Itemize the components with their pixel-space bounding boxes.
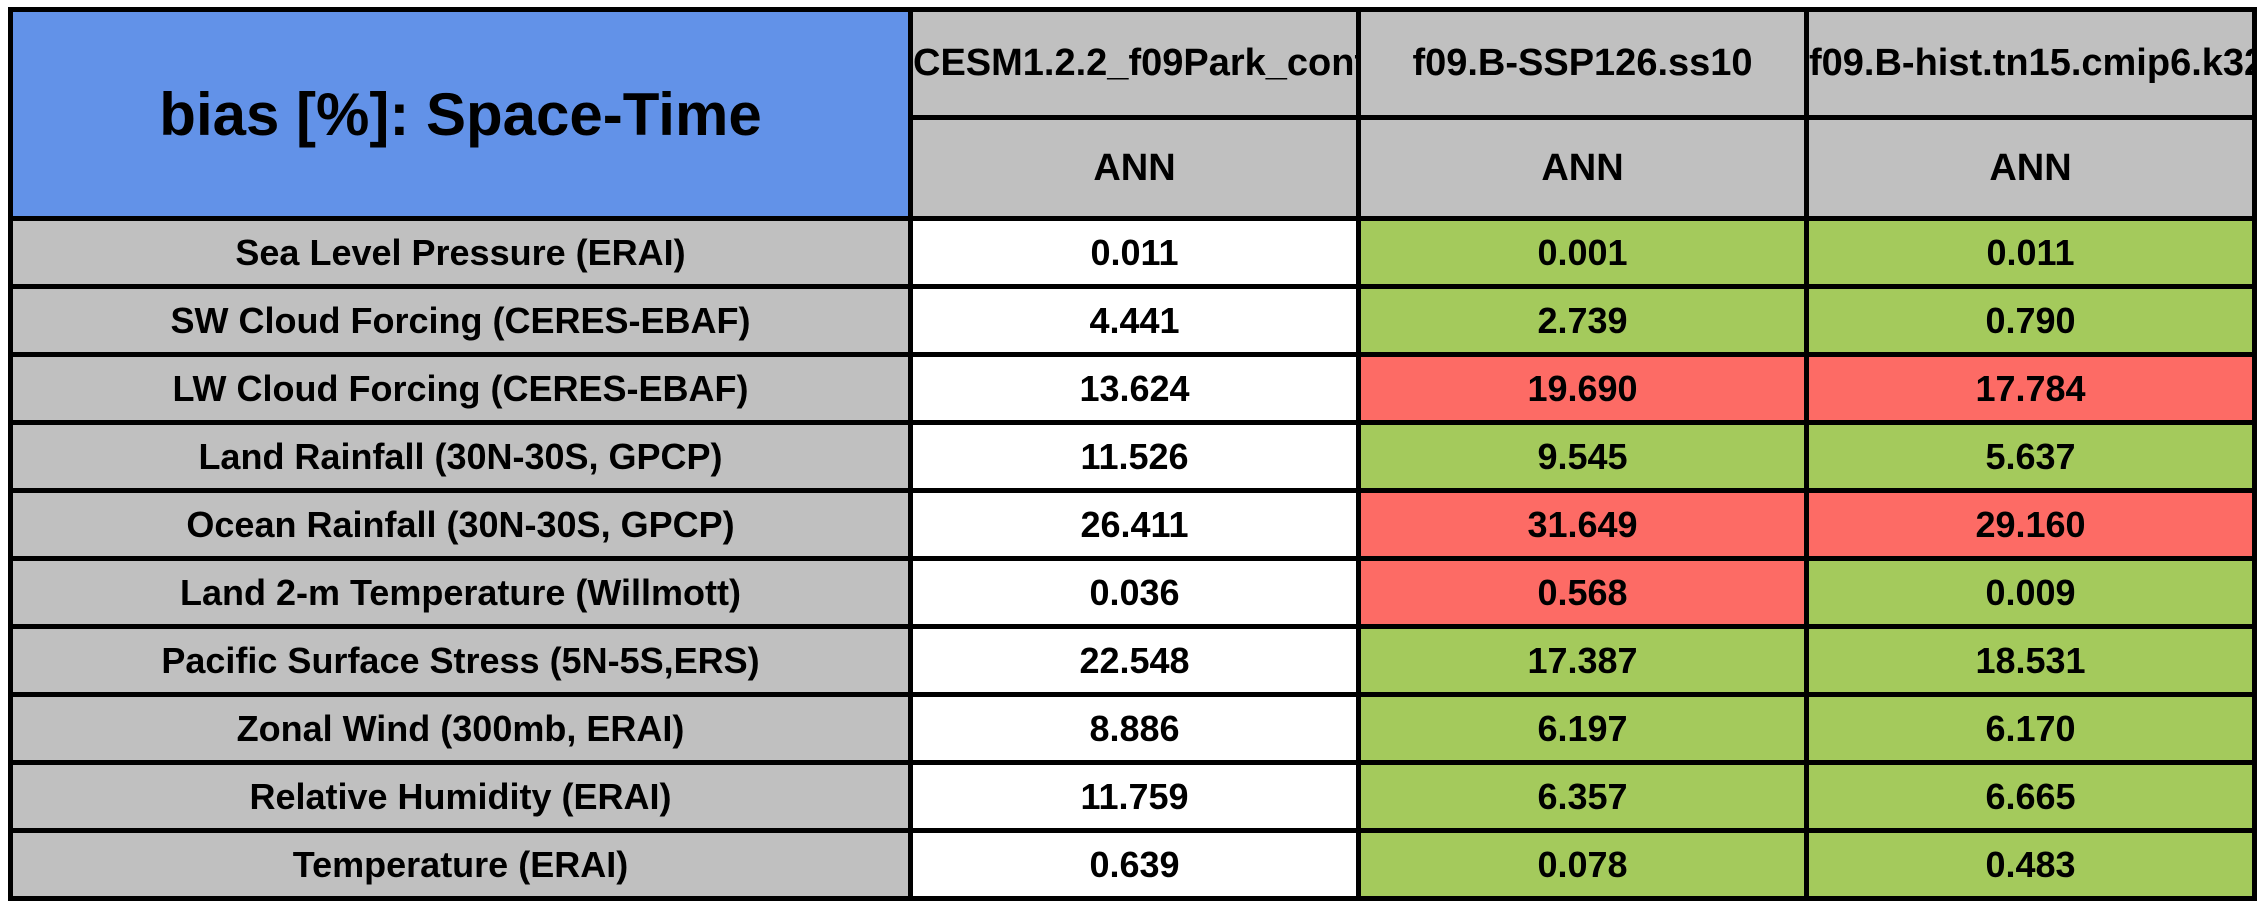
row-label: Land 2-m Temperature (Willmott): [8, 556, 913, 629]
bias-metrics-table: bias [%]: Space-Time CESM1.2.2_f09Park_c…: [8, 7, 2257, 901]
row-label: Temperature (ERAI): [8, 828, 913, 901]
value-cell: 0.639: [908, 828, 1361, 901]
row-label: LW Cloud Forcing (CERES-EBAF): [8, 352, 913, 425]
value-cell: 29.160: [1804, 488, 2257, 561]
column-header-model-3: f09.B-hist.tn15.cmip6.k32: [1804, 7, 2257, 120]
value-cell: 9.545: [1356, 420, 1809, 493]
value-cell: 0.790: [1804, 284, 2257, 357]
value-cell: 0.078: [1356, 828, 1809, 901]
row-label: Pacific Surface Stress (5N-5S,ERS): [8, 624, 913, 697]
value-cell: 18.531: [1804, 624, 2257, 697]
value-cell: 31.649: [1356, 488, 1809, 561]
column-header-season-1: ANN: [908, 115, 1361, 221]
value-cell: 5.637: [1804, 420, 2257, 493]
table-row: Land Rainfall (30N-30S, GPCP) 11.526 9.5…: [8, 420, 2257, 493]
row-label: SW Cloud Forcing (CERES-EBAF): [8, 284, 913, 357]
value-cell: 13.624: [908, 352, 1361, 425]
row-label: Ocean Rainfall (30N-30S, GPCP): [8, 488, 913, 561]
value-cell: 0.011: [1804, 216, 2257, 289]
row-label: Land Rainfall (30N-30S, GPCP): [8, 420, 913, 493]
table-row: Zonal Wind (300mb, ERAI) 8.886 6.197 6.1…: [8, 692, 2257, 765]
value-cell: 22.548: [908, 624, 1361, 697]
value-cell: 26.411: [908, 488, 1361, 561]
value-cell: 0.011: [908, 216, 1361, 289]
value-cell: 11.759: [908, 760, 1361, 833]
value-cell: 17.784: [1804, 352, 2257, 425]
table-row: Temperature (ERAI) 0.639 0.078 0.483: [8, 828, 2257, 901]
table-row: Sea Level Pressure (ERAI) 0.011 0.001 0.…: [8, 216, 2257, 289]
column-header-season-3: ANN: [1804, 115, 2257, 221]
table-row: Pacific Surface Stress (5N-5S,ERS) 22.54…: [8, 624, 2257, 697]
row-label: Relative Humidity (ERAI): [8, 760, 913, 833]
value-cell: 0.001: [1356, 216, 1809, 289]
table-row: LW Cloud Forcing (CERES-EBAF) 13.624 19.…: [8, 352, 2257, 425]
table-row: Relative Humidity (ERAI) 11.759 6.357 6.…: [8, 760, 2257, 833]
value-cell: 0.483: [1804, 828, 2257, 901]
value-cell: 17.387: [1356, 624, 1809, 697]
column-header-season-2: ANN: [1356, 115, 1809, 221]
table-title: bias [%]: Space-Time: [8, 7, 913, 221]
table-row: SW Cloud Forcing (CERES-EBAF) 4.441 2.73…: [8, 284, 2257, 357]
row-label: Sea Level Pressure (ERAI): [8, 216, 913, 289]
value-cell: 4.441: [908, 284, 1361, 357]
value-cell: 0.568: [1356, 556, 1809, 629]
value-cell: 6.665: [1804, 760, 2257, 833]
model-header-row: bias [%]: Space-Time CESM1.2.2_f09Park_c…: [8, 7, 2257, 221]
value-cell: 8.886: [908, 692, 1361, 765]
value-cell: 19.690: [1356, 352, 1809, 425]
value-cell: 0.036: [908, 556, 1361, 629]
season-header-row: ANN ANN ANN: [11, 115, 2257, 221]
row-label: Zonal Wind (300mb, ERAI): [8, 692, 913, 765]
table-row: Land 2-m Temperature (Willmott) 0.036 0.…: [8, 556, 2257, 629]
value-cell: 6.197: [1356, 692, 1809, 765]
value-cell: 2.739: [1356, 284, 1809, 357]
column-header-model-2: f09.B-SSP126.ss10: [1356, 7, 1809, 120]
column-header-model-1: CESM1.2.2_f09Park_control: [908, 7, 1361, 120]
value-cell: 0.009: [1804, 556, 2257, 629]
value-cell: 6.170: [1804, 692, 2257, 765]
value-cell: 6.357: [1356, 760, 1809, 833]
value-cell: 11.526: [908, 420, 1361, 493]
table-row: Ocean Rainfall (30N-30S, GPCP) 26.411 31…: [8, 488, 2257, 561]
